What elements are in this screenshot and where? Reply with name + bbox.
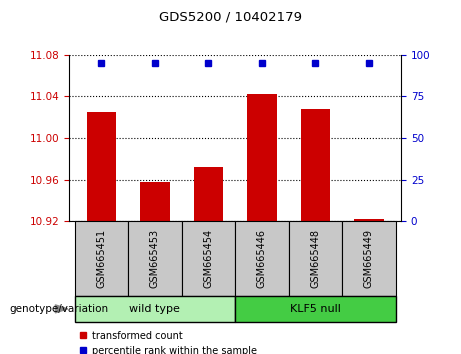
Bar <box>194 167 223 221</box>
Text: genotype/variation: genotype/variation <box>9 304 108 314</box>
Bar <box>342 221 396 296</box>
Bar <box>87 112 116 221</box>
Text: GSM665446: GSM665446 <box>257 229 267 288</box>
Polygon shape <box>55 305 68 313</box>
Text: wild type: wild type <box>130 304 180 314</box>
Legend: transformed count, percentile rank within the sample: transformed count, percentile rank withi… <box>74 327 261 354</box>
Bar <box>128 221 182 296</box>
Text: GSM665453: GSM665453 <box>150 229 160 288</box>
Bar <box>75 221 128 296</box>
Bar <box>235 296 396 322</box>
Text: GSM665448: GSM665448 <box>310 229 320 288</box>
Text: GSM665449: GSM665449 <box>364 229 374 288</box>
Bar <box>140 182 170 221</box>
Text: GSM665454: GSM665454 <box>203 229 213 288</box>
Bar <box>182 221 235 296</box>
Bar <box>75 296 235 322</box>
Text: GSM665451: GSM665451 <box>96 229 106 288</box>
Bar <box>301 109 330 221</box>
Bar <box>235 221 289 296</box>
Text: GDS5200 / 10402179: GDS5200 / 10402179 <box>159 11 302 24</box>
Bar <box>289 221 342 296</box>
Bar <box>247 95 277 221</box>
Text: KLF5 null: KLF5 null <box>290 304 341 314</box>
Bar <box>354 219 384 221</box>
